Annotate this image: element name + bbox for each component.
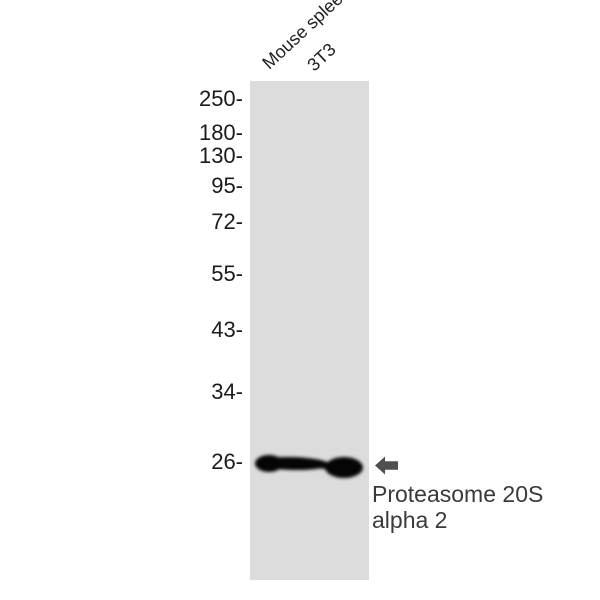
target-annotation-line2: alpha 2 [372,507,448,533]
mw-marker-130: 130- [198,143,243,168]
target-annotation-line1: Proteasome 20S [372,481,544,507]
left-arrow-icon [375,456,398,475]
mw-marker-34: 34- [211,379,243,404]
mw-marker-180: 180- [198,120,243,145]
mw-marker-26: 26- [211,449,243,474]
mw-marker-55: 55- [211,261,243,286]
target-annotation: Proteasome 20S alpha 2 [372,481,543,533]
membrane-lane [250,81,369,580]
mw-marker-250: 250- [198,86,243,111]
bands-26kda [250,81,369,580]
mw-marker-72: 72- [211,209,243,234]
band-3t3 [325,457,363,478]
mw-marker-43: 43- [211,317,243,342]
lane-label-3t3: 3T3 [303,39,340,75]
mw-marker-95: 95- [211,173,243,198]
